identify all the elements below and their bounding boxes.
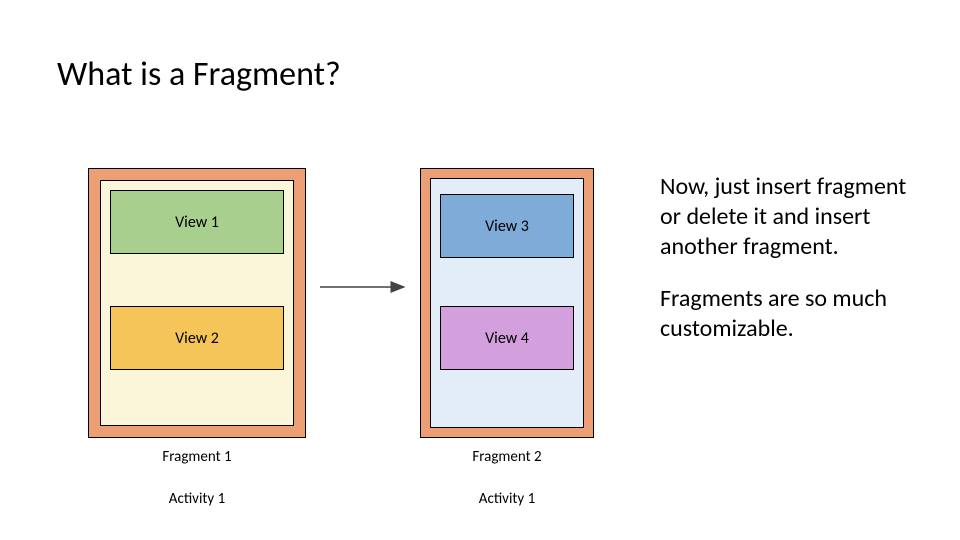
- slide-title: What is a Fragment?: [57, 54, 341, 95]
- activity-2-caption: Activity 1: [420, 490, 594, 508]
- fragment-1-caption: Fragment 1: [88, 448, 306, 466]
- activity-1-caption: Activity 1: [88, 490, 306, 508]
- view-4-label: View 4: [485, 329, 529, 348]
- view-2-label: View 2: [175, 329, 219, 348]
- side-text-p1: Now, just insert fragment or delete it a…: [660, 172, 920, 262]
- side-text-p2: Fragments are so much customizable.: [660, 284, 920, 344]
- view-4-box: View 4: [440, 306, 574, 370]
- fragment-2-caption: Fragment 2: [420, 448, 594, 466]
- view-1-box: View 1: [110, 190, 284, 254]
- view-3-label: View 3: [485, 217, 529, 236]
- view-3-box: View 3: [440, 194, 574, 258]
- slide: What is a Fragment? View 1 View 2 Fragme…: [0, 0, 960, 540]
- view-2-box: View 2: [110, 306, 284, 370]
- side-text: Now, just insert fragment or delete it a…: [660, 172, 920, 344]
- view-1-label: View 1: [175, 213, 219, 232]
